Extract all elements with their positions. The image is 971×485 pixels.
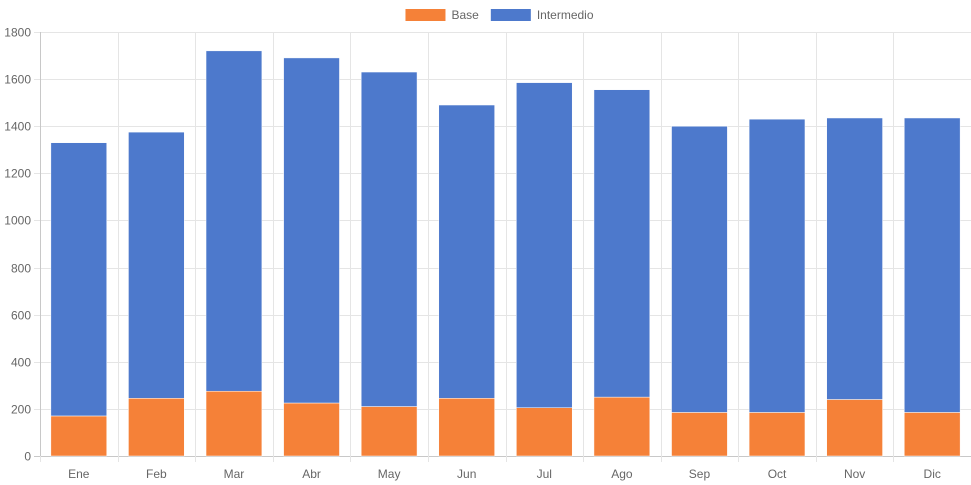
- bar-intermedio-jul[interactable]: [516, 82, 573, 408]
- bar-intermedio-ene[interactable]: [50, 142, 107, 417]
- bar-base-sep[interactable]: [671, 412, 728, 457]
- bar-base-nov[interactable]: [826, 399, 883, 457]
- bars: [50, 50, 961, 457]
- bar-base-dic[interactable]: [904, 412, 961, 457]
- bar-base-mar[interactable]: [205, 390, 263, 457]
- legend-label: Base: [451, 8, 479, 22]
- x-tick-label: Sep: [689, 467, 711, 481]
- legend-item-intermedio[interactable]: Intermedio: [490, 8, 594, 22]
- x-tick-label: Jun: [457, 467, 476, 481]
- x-tick-label: Jul: [537, 467, 552, 481]
- y-tick-label: 1000: [4, 214, 31, 228]
- x-tick-label: Abr: [302, 467, 321, 481]
- legend-item-base[interactable]: Base: [405, 8, 479, 22]
- legend: Base Intermedio: [405, 8, 594, 22]
- bar-base-ago[interactable]: [593, 396, 651, 457]
- x-tick-label: Nov: [844, 467, 865, 481]
- y-tick-label: 600: [11, 309, 31, 323]
- x-tick-label: Dic: [924, 467, 941, 481]
- bar-intermedio-mar[interactable]: [205, 50, 263, 392]
- bar-intermedio-oct[interactable]: [748, 118, 806, 413]
- bar-intermedio-sep[interactable]: [671, 125, 728, 413]
- axes: 0 200 400 600 800 1000 1200 1400 1600 1800 Ene Feb M…: [4, 26, 941, 482]
- y-tick-label: 1400: [4, 120, 31, 134]
- bar-intermedio-nov[interactable]: [826, 117, 883, 400]
- bar-intermedio-ago[interactable]: [593, 89, 651, 398]
- bar-base-oct[interactable]: [748, 412, 806, 457]
- y-tick-label: 0: [24, 450, 31, 464]
- bar-base-jul[interactable]: [516, 407, 573, 457]
- x-tick-label: Oct: [768, 467, 787, 481]
- y-tick-label: 800: [11, 262, 31, 276]
- x-tick-label: Mar: [224, 467, 245, 481]
- bar-base-abr[interactable]: [283, 402, 340, 457]
- legend-swatch: [490, 9, 531, 21]
- x-tick-label: Feb: [146, 467, 167, 481]
- bar-intermedio-may[interactable]: [360, 71, 418, 407]
- bar-base-ene[interactable]: [50, 415, 107, 457]
- y-tick-label: 400: [11, 356, 31, 370]
- x-tick-label: May: [378, 467, 401, 481]
- legend-label: Intermedio: [537, 8, 594, 22]
- y-tick-label: 200: [11, 403, 31, 417]
- bar-intermedio-dic[interactable]: [904, 117, 961, 413]
- bar-base-may[interactable]: [360, 406, 418, 457]
- bar-base-jun[interactable]: [438, 398, 495, 457]
- x-tick-label: Ene: [68, 467, 90, 481]
- bar-intermedio-feb[interactable]: [128, 131, 185, 399]
- y-tick-label: 1800: [4, 26, 31, 40]
- y-tick-label: 1200: [4, 167, 31, 181]
- bar-intermedio-jun[interactable]: [438, 104, 495, 399]
- bar-intermedio-abr[interactable]: [283, 57, 340, 404]
- legend-swatch: [405, 9, 446, 21]
- x-tick-label: Ago: [611, 467, 633, 481]
- y-tick-label: 1600: [4, 73, 31, 87]
- bar-base-feb[interactable]: [128, 398, 185, 457]
